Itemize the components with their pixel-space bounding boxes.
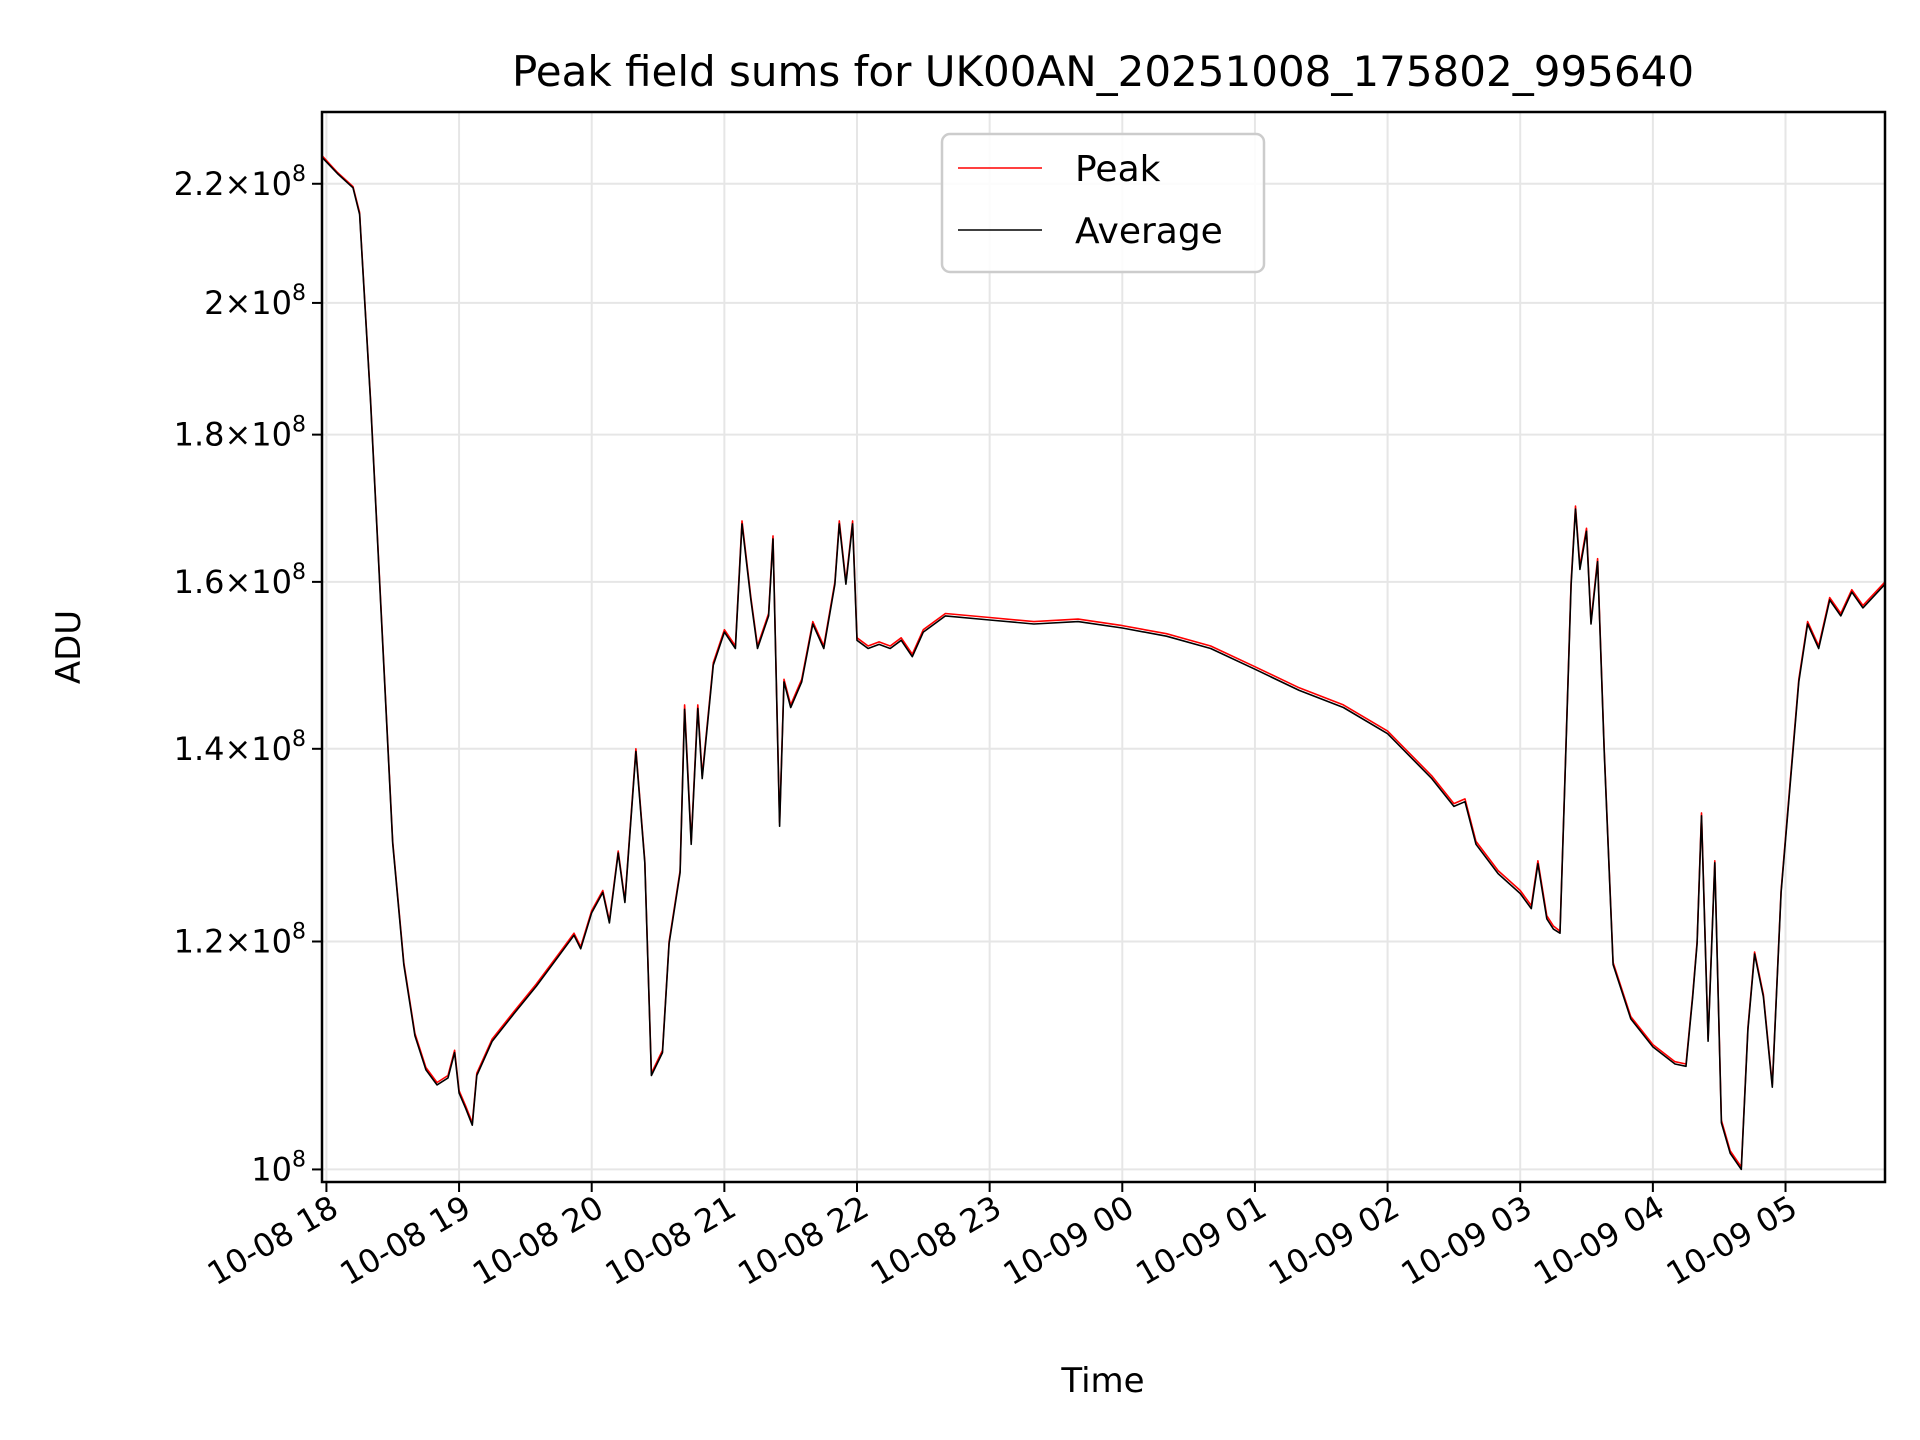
series-group [322, 155, 1885, 1171]
legend-label-average: Average [1075, 211, 1223, 252]
y-tick-label-6: 2.2×108 [174, 162, 306, 203]
y-tick-label-1: 1.2×108 [174, 920, 306, 961]
x-axis-label: Time [1060, 1361, 1144, 1401]
legend-label-peak: Peak [1075, 149, 1161, 190]
y-axis: 108 1.2×108 1.4×108 1.6×108 1.8×108 2×108 2.2×… [174, 162, 322, 1188]
y-tick-label-2: 1.4×108 [174, 727, 306, 768]
y-tick-label-4: 1.8×108 [174, 413, 306, 454]
y-tick-label-3: 1.6×108 [174, 560, 306, 601]
grid [322, 112, 1885, 1182]
plot-frame [320, 110, 1887, 1184]
y-axis-label: ADU [49, 610, 89, 684]
y-tick-label-5: 2×108 [204, 281, 306, 322]
series-line-average [322, 156, 1885, 1171]
chart-title: Peak field sums for UK00AN_20251008_1758… [512, 47, 1694, 96]
y-tick-label-0: 108 [251, 1147, 306, 1188]
legend: Peak Average [940, 132, 1266, 274]
